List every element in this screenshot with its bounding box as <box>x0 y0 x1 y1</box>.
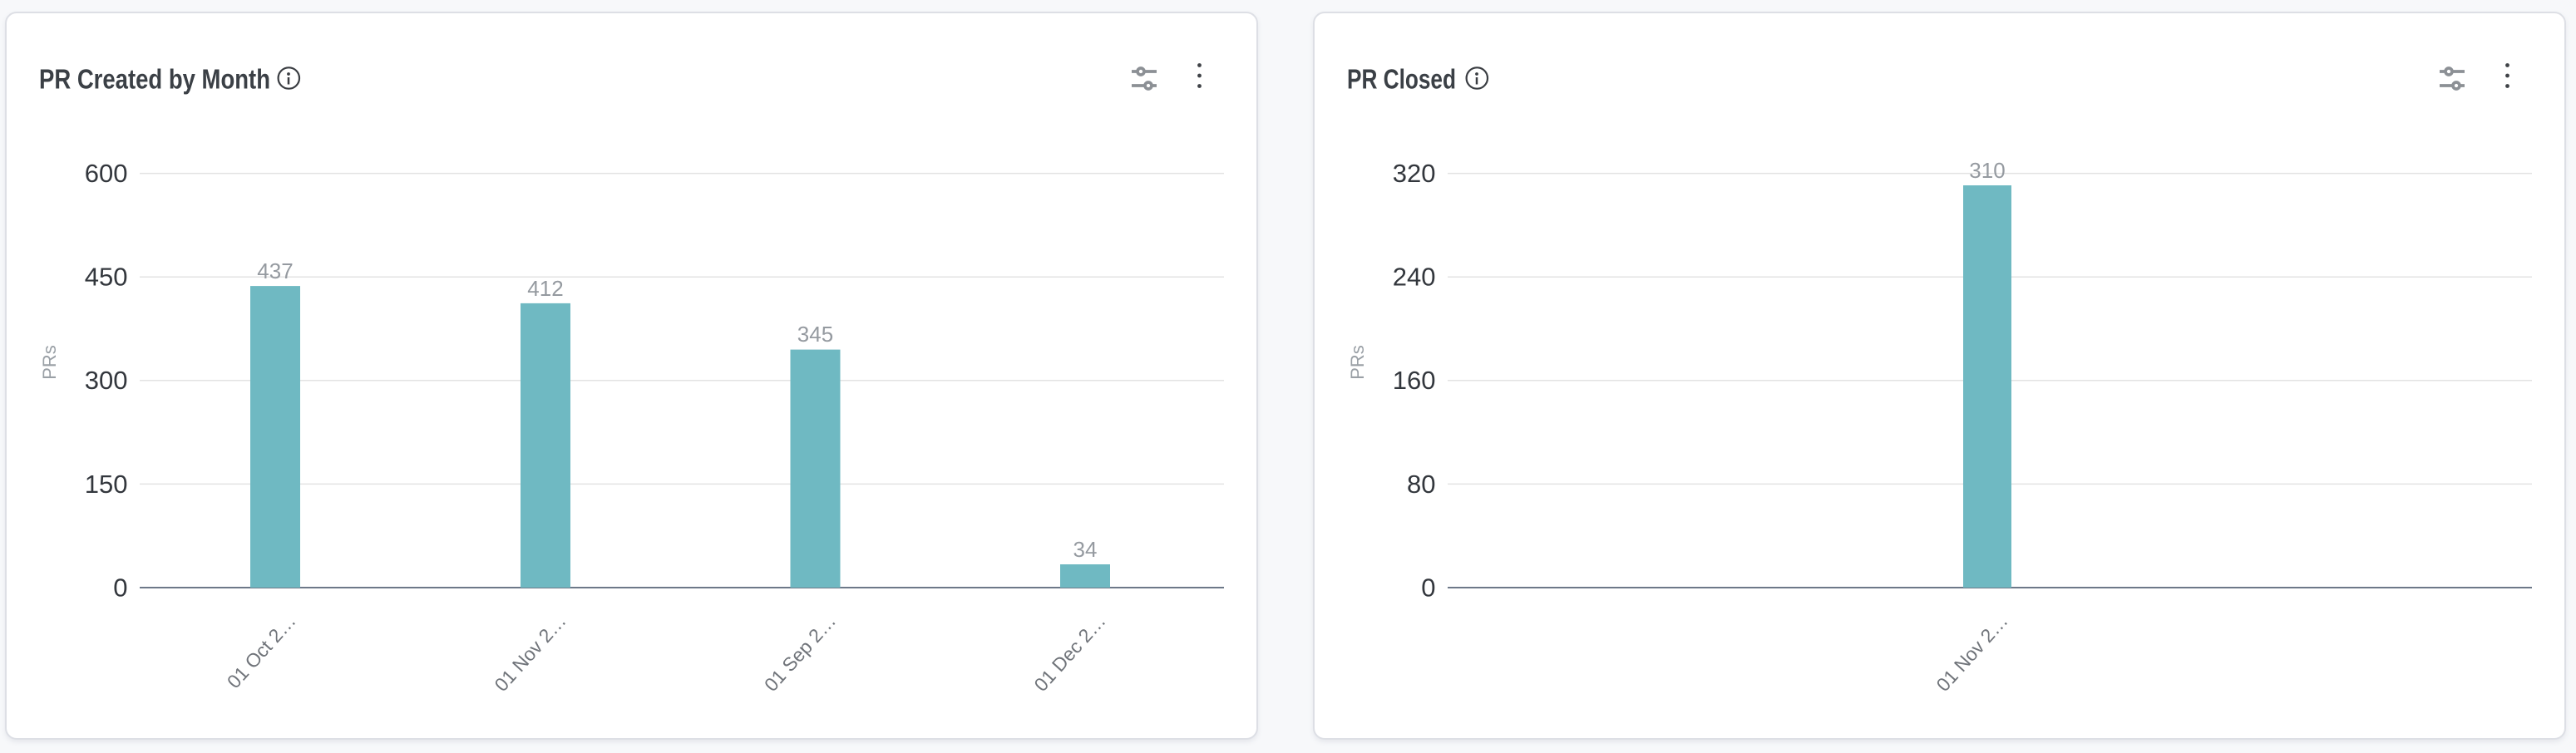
svg-text:0: 0 <box>113 573 127 602</box>
svg-text:PR Created by Month: PR Created by Month <box>39 64 270 95</box>
svg-text:01 Nov 2…: 01 Nov 2… <box>1932 610 2011 696</box>
svg-text:600: 600 <box>85 159 128 188</box>
svg-text:01 Oct 2…: 01 Oct 2… <box>223 610 300 692</box>
svg-text:345: 345 <box>797 322 833 347</box>
svg-text:01 Nov 2…: 01 Nov 2… <box>490 610 570 696</box>
svg-text:160: 160 <box>1393 366 1436 395</box>
svg-text:320: 320 <box>1393 159 1436 188</box>
svg-text:PRs: PRs <box>1347 345 1368 380</box>
svg-text:450: 450 <box>85 263 128 292</box>
svg-text:437: 437 <box>257 258 293 283</box>
svg-text:240: 240 <box>1393 263 1436 292</box>
svg-text:310: 310 <box>1969 158 2005 183</box>
svg-text:PR Closed: PR Closed <box>1347 64 1456 95</box>
svg-text:PRs: PRs <box>39 345 60 380</box>
svg-text:01 Sep 2…: 01 Sep 2… <box>760 610 840 696</box>
svg-text:01 Dec 2…: 01 Dec 2… <box>1029 610 1109 696</box>
svg-text:412: 412 <box>527 276 563 301</box>
svg-text:34: 34 <box>1073 537 1098 562</box>
svg-text:80: 80 <box>1407 470 1435 499</box>
svg-text:150: 150 <box>85 470 128 499</box>
svg-text:0: 0 <box>1421 573 1435 602</box>
svg-text:300: 300 <box>85 366 128 395</box>
